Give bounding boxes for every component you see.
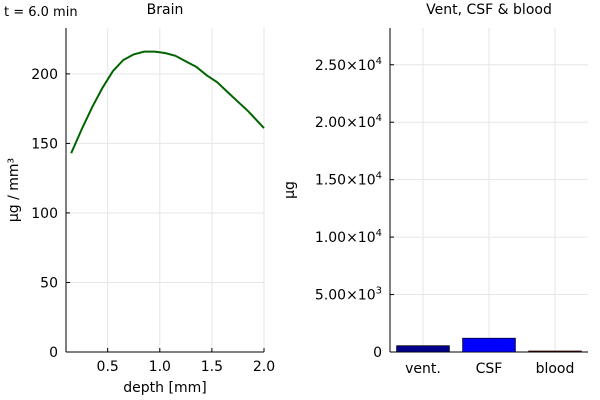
brain-x-tick-label: 2.0: [253, 359, 275, 375]
bar-y-tick-label: 2.00×104: [315, 113, 382, 131]
vent-csf-blood-y-ticks: 05.00×1031.00×1041.50×1042.00×1042.50×10…: [315, 56, 394, 361]
bar-y-tick-exponent: 4: [376, 113, 382, 124]
bar-y-tick-label: 1.50×104: [315, 171, 382, 189]
bar-blood: [528, 350, 582, 353]
brain-x-tick-label: 1.5: [201, 359, 223, 375]
bar-y-tick-mantissa: 2.00×10: [315, 115, 376, 131]
bar-category-label: CSF: [476, 361, 503, 377]
brain-x-axis-label: depth [mm]: [123, 380, 206, 396]
vent-csf-blood-title: Vent, CSF & blood: [426, 2, 552, 18]
time-label: t = 6.0 min: [4, 5, 78, 20]
vent-csf-blood-bars: [396, 337, 582, 353]
bar-y-tick-exponent: 4: [376, 228, 382, 239]
brain-x-tick-label: 1.0: [149, 359, 171, 375]
brain-concentration-line: [70, 50, 265, 154]
bar-y-tick-exponent: 3: [376, 286, 382, 297]
brain-y-tick-label: 0: [49, 345, 58, 361]
bar-y-tick-mantissa: 1.50×10: [315, 173, 376, 189]
brain-title: Brain: [147, 2, 184, 18]
bar-csf: [462, 337, 516, 353]
brain-y-ticks: 0 50 100 150 200: [31, 67, 70, 361]
brain-y-tick-label: 50: [40, 275, 58, 291]
brain-y-tick-label: 150: [31, 136, 58, 152]
brain-panel: Brain 0.5 1.0 1.5 2.0 0 50 100 150 200 depth [m…: [6, 2, 275, 396]
bar-vent: [396, 345, 450, 353]
vent-csf-blood-grid: [390, 28, 588, 352]
bar-y-tick-exponent: 4: [376, 171, 382, 182]
bar-category-label: blood: [536, 361, 575, 377]
bar-y-tick-exponent: 4: [376, 56, 382, 67]
bar-y-tick-mantissa: 5.00×10: [315, 288, 376, 304]
bar-y-tick-label-zero: 0: [373, 345, 382, 361]
brain-y-tick-label: 200: [31, 67, 58, 83]
bar-y-tick-label: 1.00×104: [315, 228, 382, 246]
bar-y-tick-mantissa: 2.50×10: [315, 58, 376, 74]
brain-grid: [66, 28, 265, 352]
vent-csf-blood-x-ticks: vent. CSF blood: [405, 361, 574, 377]
brain-y-tick-label: 100: [31, 206, 58, 222]
bar-y-tick-mantissa: 1.00×10: [315, 230, 376, 246]
brain-x-tick-label: 0.5: [97, 359, 119, 375]
brain-y-axis-label: μg / mm³: [6, 158, 22, 222]
vent-csf-blood-y-axis-label: μg: [282, 181, 298, 199]
vent-csf-blood-panel: Vent, CSF & blood vent. CSF blood 0 5.00×10…: [282, 2, 588, 377]
bar-category-label: vent.: [405, 361, 441, 377]
bar-y-tick-label: 5.00×103: [315, 286, 382, 304]
bar-y-tick-label: 2.50×104: [315, 56, 382, 74]
brain-x-ticks: 0.5 1.0 1.5 2.0: [97, 348, 275, 375]
